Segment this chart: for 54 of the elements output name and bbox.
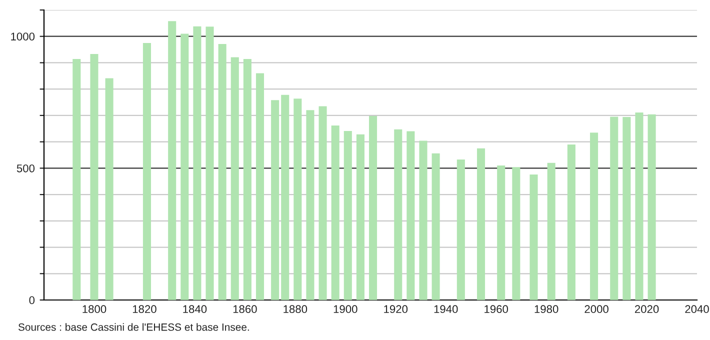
bar xyxy=(648,114,656,300)
x-tick-label: 1940 xyxy=(434,305,458,314)
bar xyxy=(476,148,486,300)
bar xyxy=(419,140,428,300)
bar xyxy=(567,144,576,300)
x-tick-label: 1820 xyxy=(132,305,156,314)
bar xyxy=(281,94,290,300)
bar xyxy=(90,54,98,300)
bar xyxy=(271,100,280,300)
bar xyxy=(356,134,364,300)
bar xyxy=(218,44,226,300)
bar xyxy=(635,112,644,300)
bar xyxy=(105,78,114,300)
x-tick-label: 1860 xyxy=(233,305,257,314)
bar xyxy=(497,166,506,300)
bar xyxy=(318,106,327,300)
x-tick-label: 2040 xyxy=(685,305,709,314)
bar xyxy=(610,116,618,300)
x-tick-label: 1900 xyxy=(334,305,358,314)
bar xyxy=(142,42,151,300)
x-tick-label: 2020 xyxy=(634,305,659,314)
x-tick-label: 1980 xyxy=(534,305,558,314)
y-tick-label: 500 xyxy=(16,164,35,172)
bar xyxy=(456,159,465,300)
bar xyxy=(193,26,202,300)
bar xyxy=(530,174,538,300)
bar xyxy=(243,59,252,300)
x-tick-label: 1840 xyxy=(183,305,207,314)
bar xyxy=(368,116,378,300)
bar xyxy=(344,131,352,300)
x-tick-label: 1880 xyxy=(284,305,308,314)
x-tick-label: 1920 xyxy=(384,305,408,314)
bar xyxy=(590,132,598,300)
source-note: Sources : base Cassini de l'EHESS et base Insee. xyxy=(18,323,249,331)
bar xyxy=(432,153,440,300)
bar xyxy=(622,117,631,300)
y-tick-label: 0 xyxy=(29,296,35,304)
bar xyxy=(206,26,214,300)
bar xyxy=(72,59,81,300)
bar xyxy=(180,34,189,300)
x-tick-label: 1800 xyxy=(82,305,106,314)
bar xyxy=(331,125,340,300)
bar xyxy=(256,73,264,300)
bar xyxy=(394,129,402,300)
x-tick-label: 1960 xyxy=(484,305,508,314)
bar xyxy=(406,131,415,300)
bar xyxy=(547,162,556,300)
bar xyxy=(306,110,314,300)
bar xyxy=(168,21,176,300)
y-tick-label: 1000 xyxy=(11,32,35,40)
bar xyxy=(512,167,520,300)
bar xyxy=(294,98,302,300)
x-tick-label: 2000 xyxy=(584,305,608,314)
bar xyxy=(230,57,239,300)
